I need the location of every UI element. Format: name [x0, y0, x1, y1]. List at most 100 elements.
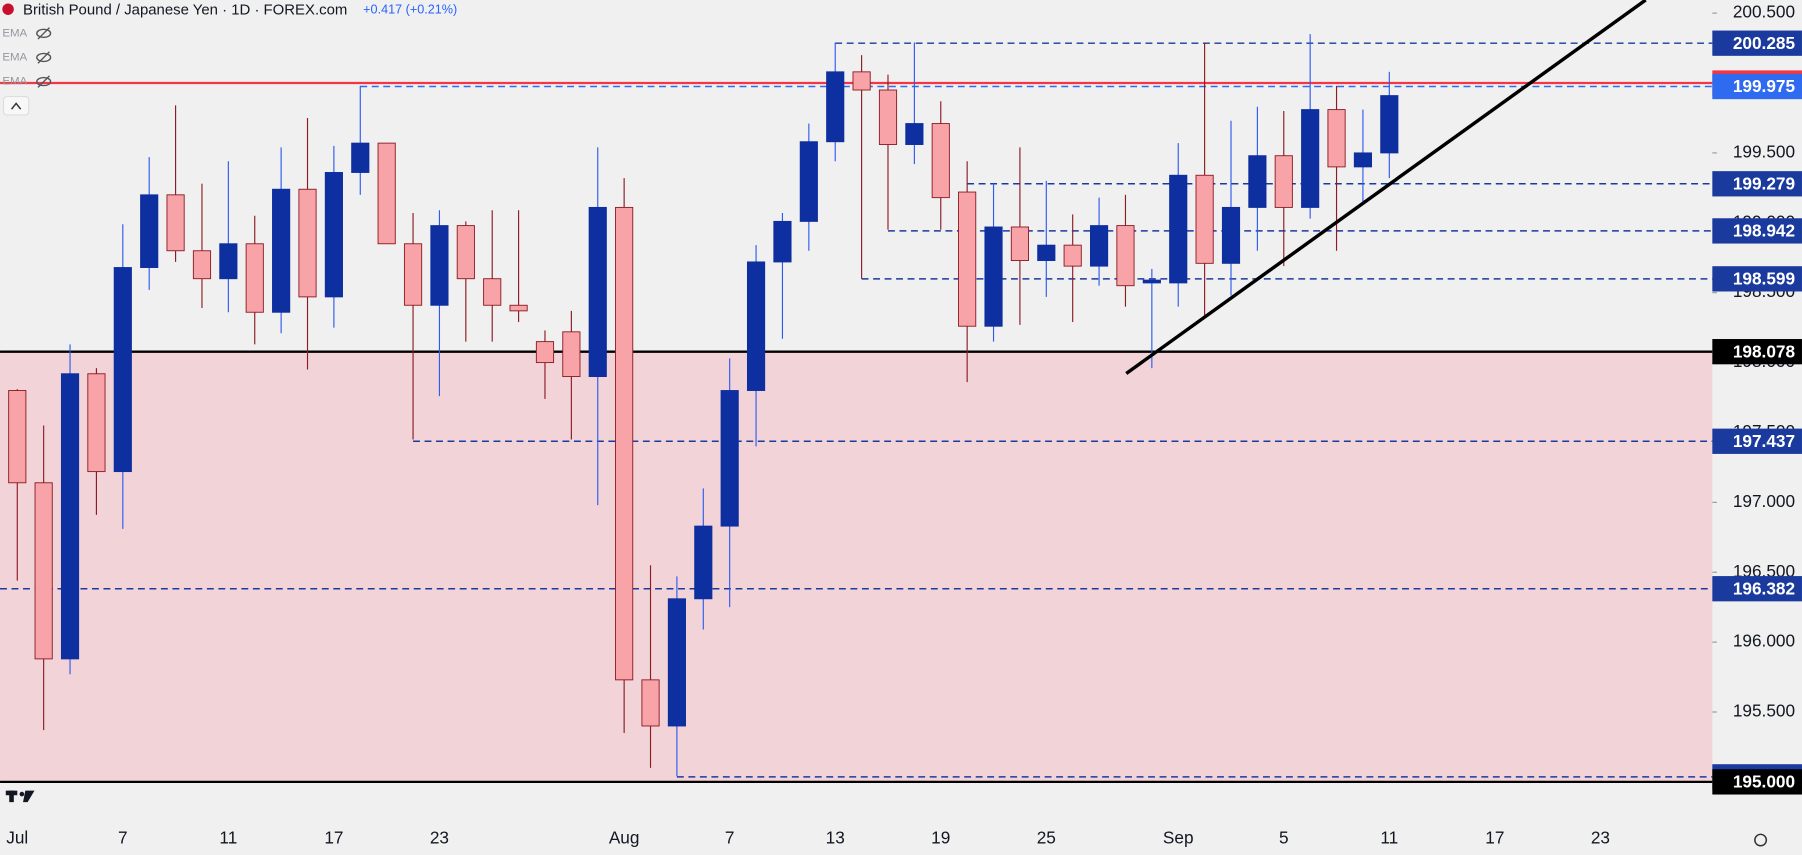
price-label: 198.599: [1733, 269, 1795, 289]
x-tick-label: Sep: [1163, 827, 1194, 847]
x-tick-label: Jul: [6, 827, 28, 847]
candle-body: [1380, 95, 1399, 154]
candle-body: [113, 267, 132, 473]
price-label: 198.078: [1733, 341, 1796, 361]
candle-body: [799, 141, 818, 222]
settings-icon[interactable]: [1754, 833, 1768, 847]
candle-body: [1195, 174, 1214, 264]
price-change: +0.417 (+0.21%): [363, 3, 457, 17]
candle-body: [826, 71, 845, 143]
support-zone: [0, 351, 1713, 782]
x-tick-label: 17: [324, 827, 343, 847]
x-tick-label: 23: [1591, 827, 1610, 847]
x-tick-label: 25: [1037, 827, 1056, 847]
candle-body: [931, 123, 950, 199]
indicator: EMA: [2, 51, 27, 63]
logo: [5, 790, 35, 803]
candle-body: [245, 243, 264, 313]
price-label-bg: [1712, 266, 1802, 292]
candle-body: [8, 390, 27, 484]
indicator: EMA: [2, 76, 27, 88]
eye-icons[interactable]: [36, 27, 52, 88]
candle-body: [746, 261, 766, 391]
candle-body: [87, 373, 106, 473]
trend-line: [1125, 0, 1647, 375]
price-label-bg: [1712, 73, 1802, 100]
x-tick-label: 11: [219, 827, 237, 847]
price-label: 197.437: [1733, 431, 1795, 451]
candle-body: [878, 89, 898, 145]
candle-body: [272, 188, 291, 313]
chart-title: British Pound / Japanese Yen · 1D · FORE…: [23, 1, 347, 18]
y-tick-label: 199.500: [1733, 141, 1795, 161]
candle-body: [351, 142, 370, 173]
price-label: 200.285: [1733, 33, 1796, 53]
candle-body: [852, 71, 871, 91]
y-tick-label: 196.500: [1733, 561, 1795, 581]
x-tick-label: 11: [1380, 827, 1398, 847]
x-tick-label: 17: [1485, 827, 1504, 847]
candle-body: [1169, 174, 1188, 284]
candle-body: [430, 225, 449, 306]
price-label-bg: [1712, 30, 1802, 56]
candle-body: [509, 304, 528, 312]
x-tick-label: 5: [1279, 827, 1289, 847]
candle-body: [984, 226, 1003, 327]
collapse-icon: [10, 102, 22, 110]
candle-body: [324, 172, 343, 298]
price-label: 198.942: [1733, 221, 1795, 241]
x-tick-label: 7: [725, 827, 735, 847]
candle-body: [562, 331, 581, 378]
x-tick-label: 19: [931, 827, 950, 847]
plot-area: [0, 34, 1713, 784]
candle-body: [1353, 152, 1373, 168]
candle-body: [1037, 244, 1056, 261]
candle-body: [720, 390, 739, 527]
candle-body: [588, 206, 607, 378]
candle-body: [1089, 225, 1109, 267]
candle-body: [615, 206, 634, 681]
price-label: 199.975: [1733, 76, 1796, 96]
price-label-bg: [1712, 339, 1802, 365]
x-tick-label: Aug: [609, 827, 640, 847]
price-label-bg: [1712, 171, 1802, 197]
candle-body: [641, 679, 660, 727]
x-tick-label: 13: [826, 827, 845, 847]
candle-body: [298, 188, 317, 298]
candle-body: [694, 525, 713, 600]
candle-body: [1301, 109, 1320, 208]
x-tick-label: 7: [118, 827, 128, 847]
candle-body: [219, 243, 238, 280]
candle-body: [1327, 109, 1346, 168]
candle-body: [60, 373, 80, 660]
candle-body: [1274, 155, 1293, 208]
candle-body: [1010, 226, 1029, 261]
flag-icon: [2, 3, 14, 15]
y-tick-label: 195.500: [1733, 701, 1795, 721]
candle-body: [535, 341, 555, 364]
candle-body: [667, 598, 686, 727]
candle-body: [140, 194, 159, 268]
y-tick-label: 196.000: [1733, 631, 1795, 651]
candle-body: [1248, 155, 1267, 208]
indicator: EMA: [2, 27, 27, 39]
candle-body: [1221, 206, 1241, 264]
candle-body: [34, 482, 53, 660]
price-label-bg: [1712, 428, 1802, 454]
candle-body: [403, 243, 423, 306]
candle-body: [1142, 279, 1161, 284]
y-tick-label: 197.000: [1733, 491, 1795, 511]
candle-body: [483, 278, 502, 306]
price-label-bg: [1712, 769, 1802, 795]
candle-body: [1116, 225, 1135, 287]
price-label: 195.000: [1733, 772, 1795, 792]
candle-body: [456, 225, 475, 280]
price-label: 196.382: [1733, 578, 1795, 598]
price-label-bg: [1712, 218, 1802, 244]
price-label: 199.279: [1733, 173, 1795, 193]
price-label-bg: [1712, 576, 1802, 602]
collapse-button[interactable]: [2, 95, 30, 116]
candle-body: [773, 220, 792, 263]
